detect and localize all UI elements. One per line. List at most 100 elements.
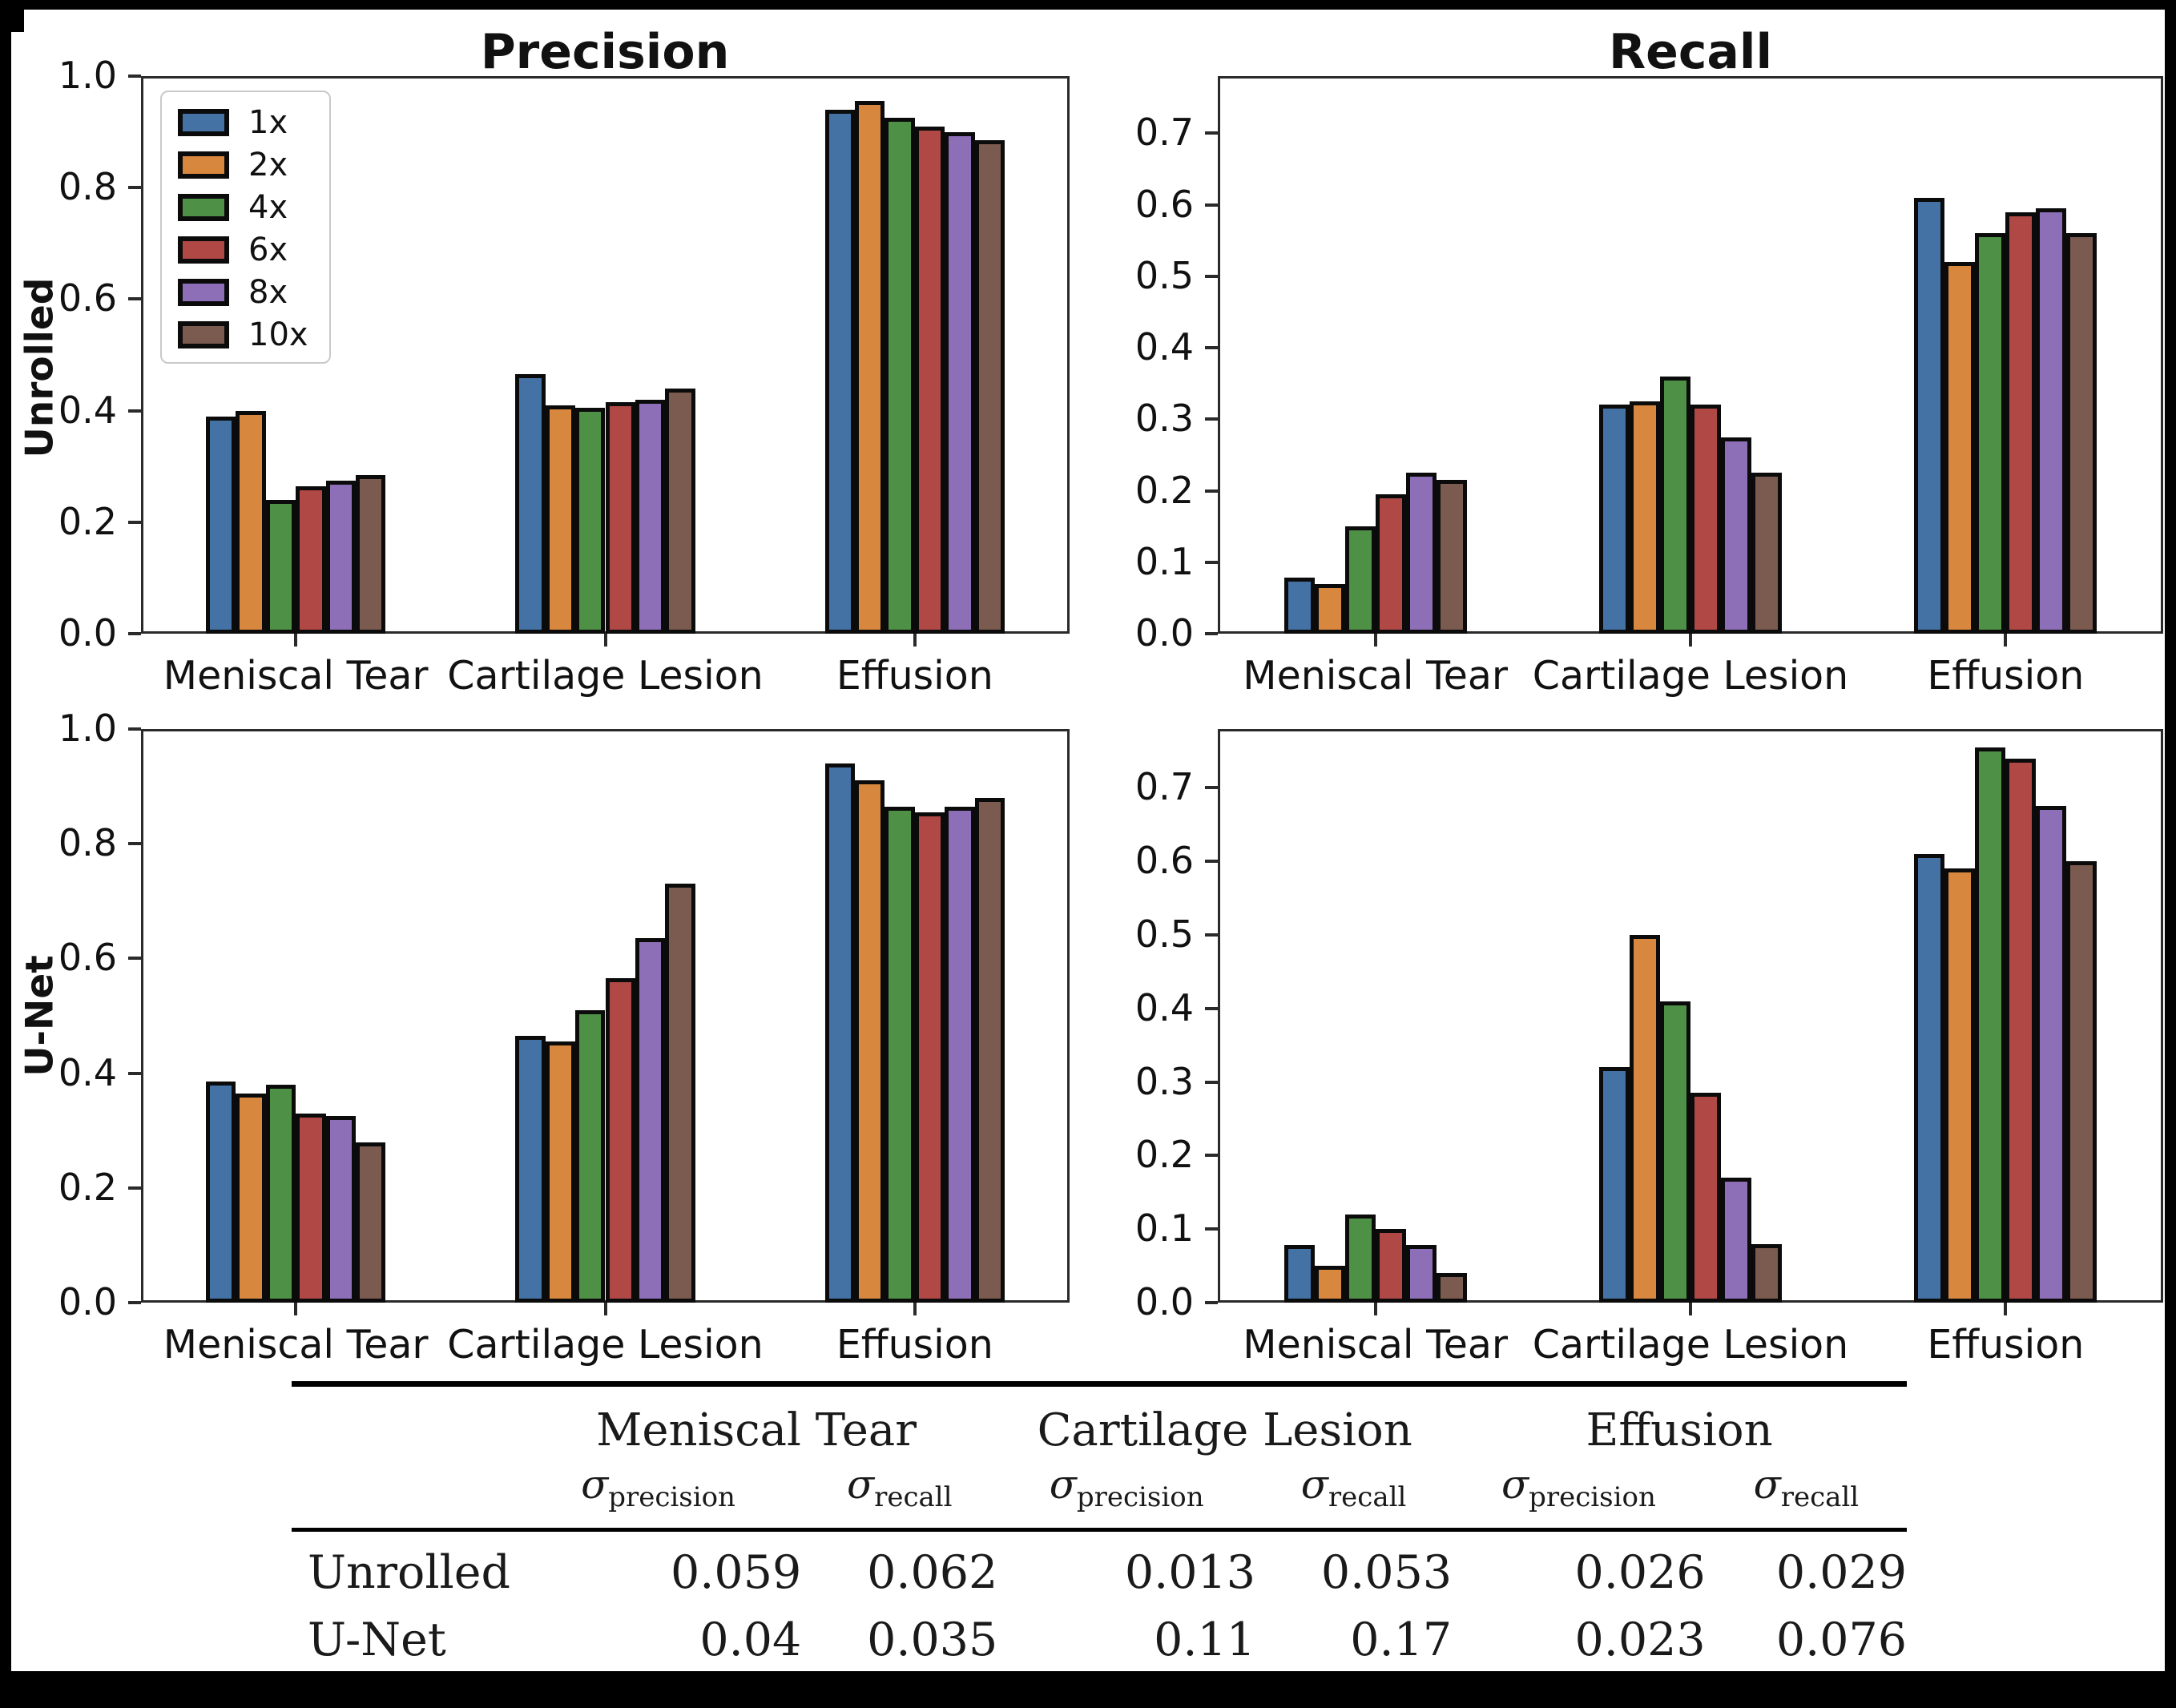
legend-label: 8x xyxy=(248,274,288,311)
bar-6x-meniscal-tear xyxy=(296,485,326,634)
y-tick-label: 0.0 xyxy=(1134,611,1194,655)
y-tick-label: 0.8 xyxy=(58,165,117,209)
bar-4x-cartilage-lesion xyxy=(575,408,606,634)
y-tick-label: 0.3 xyxy=(1134,397,1194,441)
y-tick-mark xyxy=(128,957,141,961)
table-group-header-row: Meniscal Tear Cartilage Lesion Effusion xyxy=(292,1384,1907,1462)
bar-6x-effusion xyxy=(2005,758,2037,1303)
y-tick-mark xyxy=(1205,346,1218,350)
bar-10x-cartilage-lesion xyxy=(1751,1243,1783,1303)
legend-label: 10x xyxy=(248,316,308,353)
bar-10x-meniscal-tear xyxy=(355,1142,386,1303)
y-tick-label: 0.0 xyxy=(58,1280,117,1323)
category-label: Cartilage Lesion xyxy=(447,653,764,699)
bar-10x-meniscal-tear xyxy=(355,474,386,634)
category-label: Effusion xyxy=(1927,1322,2085,1368)
y-tick-mark xyxy=(1205,786,1218,790)
legend-item: 4x xyxy=(178,191,308,224)
bar-4x-meniscal-tear xyxy=(265,1084,296,1303)
y-tick-mark xyxy=(128,297,141,301)
y-tick-mark xyxy=(128,842,141,846)
bar-10x-cartilage-lesion xyxy=(665,388,695,634)
x-tick-mark xyxy=(2004,1303,2008,1315)
sigma-subscript: recall xyxy=(1328,1481,1407,1513)
table-value-cell: 0.059 xyxy=(671,1546,802,1599)
bar-6x-cartilage-lesion xyxy=(1690,405,1722,634)
bar-10x-effusion xyxy=(974,140,1005,634)
sigma-table: Meniscal Tear Cartilage Lesion Effusion σpr… xyxy=(292,1381,1907,1693)
bar-8x-meniscal-tear xyxy=(1405,1245,1437,1303)
legend-swatch-4x xyxy=(178,194,229,221)
bar-2x-cartilage-lesion xyxy=(545,405,576,634)
bar-1x-effusion xyxy=(1914,197,1945,634)
y-tick-mark xyxy=(128,409,141,413)
category-label: Effusion xyxy=(836,1322,993,1368)
table-group-header: Cartilage Lesion xyxy=(1037,1404,1412,1456)
y-tick-label: 0.8 xyxy=(58,821,117,865)
bar-2x-effusion xyxy=(855,101,885,634)
bar-10x-cartilage-lesion xyxy=(665,884,695,1303)
table-sigma-header: σrecall xyxy=(1753,1461,1860,1513)
bar-1x-meniscal-tear xyxy=(206,416,236,634)
bar-10x-meniscal-tear xyxy=(1436,1273,1467,1303)
legend: 1x 2x 4x 6x 8x 10x xyxy=(160,91,331,364)
bar-4x-cartilage-lesion xyxy=(1659,1001,1690,1303)
category-label: Effusion xyxy=(836,653,993,699)
legend-label: 6x xyxy=(248,232,288,268)
chart-unet-precision: 0.0 0.2 0.4 0.6 0.8 1.0 Meniscal Tear Cartilage… xyxy=(58,710,1070,1368)
legend-label: 4x xyxy=(248,189,288,226)
y-tick-mark xyxy=(1205,1301,1218,1304)
table-corner-cell xyxy=(292,1384,515,1462)
table-value-cell: 0.053 xyxy=(1320,1546,1453,1599)
legend-swatch-6x xyxy=(178,236,229,264)
table-value-cell: 0.013 xyxy=(1124,1546,1256,1599)
bar-1x-effusion xyxy=(824,763,856,1303)
table-row-label: Unrolled xyxy=(308,1546,510,1599)
y-tick-label: 0.1 xyxy=(1134,539,1194,583)
y-tick-label: 1.0 xyxy=(58,707,117,750)
bar-1x-meniscal-tear xyxy=(1283,578,1315,634)
y-tick-label: 0.4 xyxy=(58,388,117,432)
table-sigma-header: σprecision xyxy=(1049,1461,1204,1513)
y-tick-label: 1.0 xyxy=(58,54,117,97)
y-tick-label: 0.2 xyxy=(1134,468,1194,512)
bar-6x-cartilage-lesion xyxy=(1690,1093,1722,1303)
chart-unet-recall: 0.0 0.1 0.2 0.3 0.4 0.5 0.6 0.7 Meniscal Tear Car… xyxy=(1135,729,2163,1368)
chart-unrolled-recall: 0.0 0.1 0.2 0.3 0.4 0.5 0.6 0.7 Meniscal Tear Car… xyxy=(1135,76,2163,699)
legend-swatch-8x xyxy=(178,279,229,306)
bar-8x-effusion xyxy=(2036,806,2067,1303)
table-group-header: Meniscal Tear xyxy=(596,1404,917,1456)
sigma-subscript: precision xyxy=(1529,1481,1656,1513)
x-tick-mark xyxy=(2004,634,2008,647)
corner-block xyxy=(0,0,24,32)
y-tick-label: 0.0 xyxy=(1134,1280,1194,1323)
bar-8x-cartilage-lesion xyxy=(1721,437,1752,634)
table-sub-header-row: σprecision σrecall σprecision σrecall σpreci… xyxy=(292,1461,1907,1530)
y-tick-mark xyxy=(1205,1154,1218,1158)
y-tick-mark xyxy=(128,75,141,78)
bar-6x-meniscal-tear xyxy=(296,1113,326,1303)
table-row: U-Net 0.04 0.035 0.11 0.17 0.023 0.076 xyxy=(292,1599,1907,1690)
y-tick-label: 0.2 xyxy=(58,499,117,543)
category-label: Effusion xyxy=(1927,653,2085,699)
bar-6x-meniscal-tear xyxy=(1375,494,1406,634)
table-value-cell: 0.062 xyxy=(867,1546,998,1599)
bar-10x-cartilage-lesion xyxy=(1751,473,1783,634)
bar-4x-meniscal-tear xyxy=(265,499,296,634)
table-value-cell: 0.023 xyxy=(1574,1613,1706,1666)
x-tick-mark xyxy=(913,634,917,647)
figure-background: Precision Recall Unrolled U-Net 0.0 0.2 0.… xyxy=(11,10,2165,1693)
bar-6x-effusion xyxy=(914,812,945,1303)
table-sigma-header: σprecision xyxy=(1501,1461,1656,1513)
category-label: Meniscal Tear xyxy=(163,653,429,699)
y-tick-label: 0.7 xyxy=(1134,111,1194,155)
bar-8x-cartilage-lesion xyxy=(635,399,666,634)
table-row-label: U-Net xyxy=(308,1613,446,1666)
y-tick-label: 0.3 xyxy=(1134,1059,1194,1103)
y-tick-mark xyxy=(1205,131,1218,135)
column-title-recall: Recall xyxy=(1608,24,1773,80)
y-tick-label: 0.4 xyxy=(58,1050,117,1094)
x-tick-mark xyxy=(294,1303,298,1315)
table-value-cell: 0.029 xyxy=(1775,1546,1907,1599)
table-sigma-header: σrecall xyxy=(1300,1461,1407,1513)
